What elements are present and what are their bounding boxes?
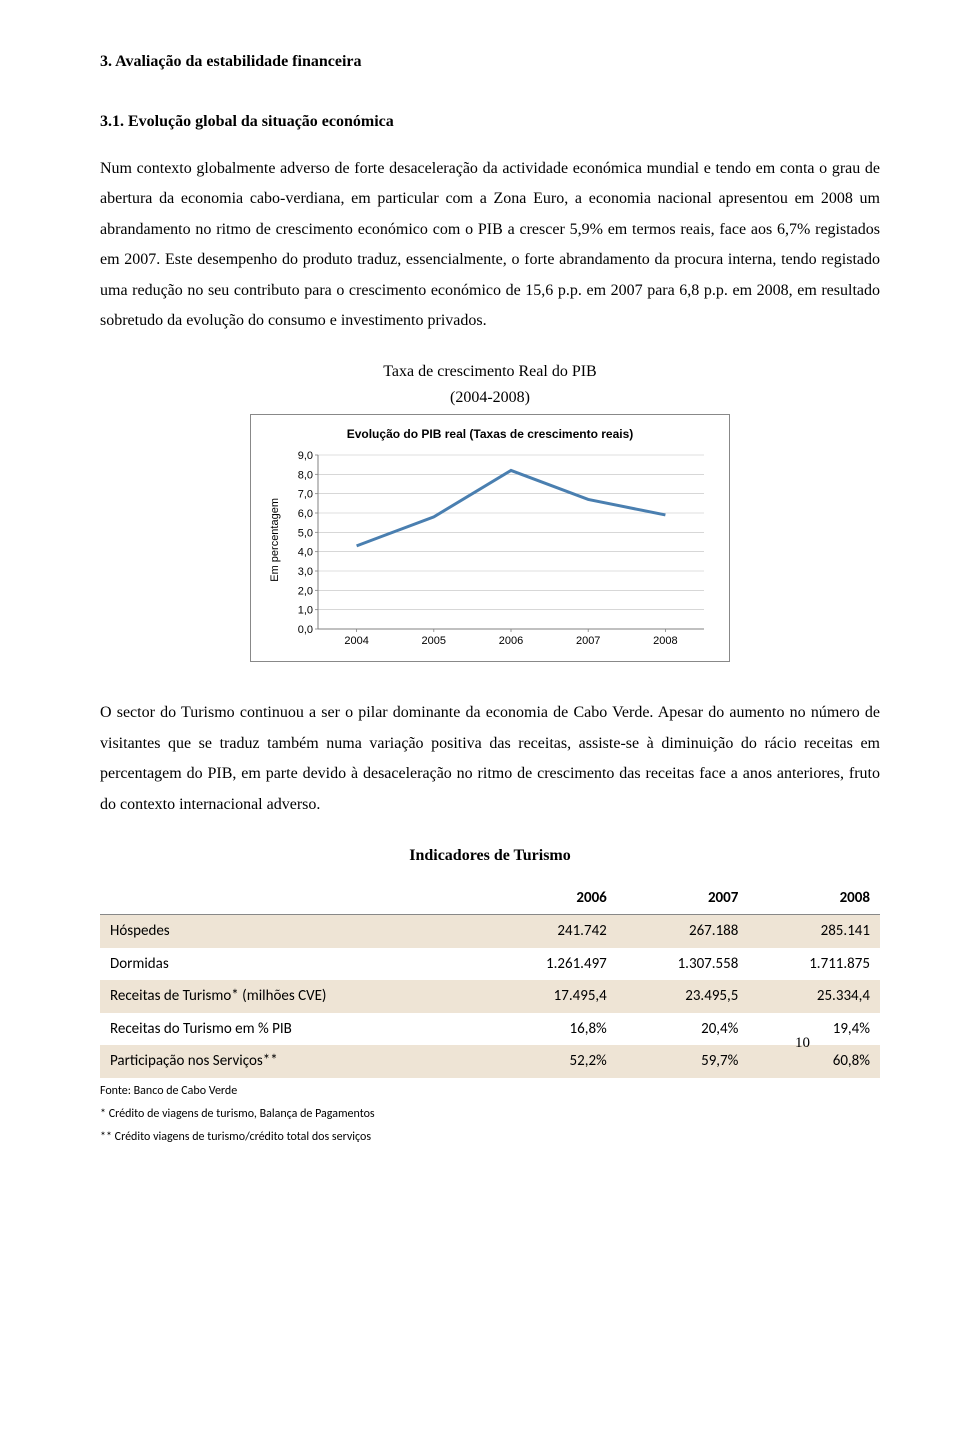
table-cell: 267.188 — [617, 915, 749, 948]
svg-text:3,0: 3,0 — [297, 566, 312, 578]
table-cell: 1.307.558 — [617, 948, 749, 981]
table-header-cell: 2006 — [485, 882, 617, 915]
table-row: Hóspedes241.742267.188285.141 — [100, 915, 880, 948]
svg-text:2006: 2006 — [498, 635, 522, 647]
table-header-cell: 2008 — [748, 882, 880, 915]
svg-text:2005: 2005 — [421, 635, 445, 647]
table-cell: 1.261.497 — [485, 948, 617, 981]
tourism-table: 200620072008 Hóspedes241.742267.188285.1… — [100, 882, 880, 1078]
table-cell: Receitas de Turismo* (milhões CVE) — [100, 980, 485, 1013]
svg-text:6,0: 6,0 — [297, 508, 312, 520]
subsection-heading: 3.1. Evolução global da situação económi… — [100, 110, 880, 134]
table-cell: 16,8% — [485, 1013, 617, 1046]
svg-text:8,0: 8,0 — [297, 470, 312, 482]
footnote: ** Crédito viagens de turismo/crédito to… — [100, 1128, 880, 1147]
svg-text:7,0: 7,0 — [297, 489, 312, 501]
page-number: 10 — [795, 1032, 810, 1055]
table-cell: Participação nos Serviços** — [100, 1045, 485, 1078]
svg-text:4,0: 4,0 — [297, 547, 312, 559]
table-title: Indicadores de Turismo — [100, 844, 880, 868]
footnote: Fonte: Banco de Cabo Verde — [100, 1082, 880, 1101]
paragraph-2: O sector do Turismo continuou a ser o pi… — [100, 698, 880, 820]
chart-title-line2: (2004-2008) — [100, 386, 880, 410]
table-cell: 20,4% — [617, 1013, 749, 1046]
table-row: Participação nos Serviços**52,2%59,7%60,… — [100, 1045, 880, 1078]
table-cell: 19,4% — [748, 1013, 880, 1046]
table-header-cell: 2007 — [617, 882, 749, 915]
svg-text:9,0: 9,0 — [297, 450, 312, 462]
chart-title-line1: Taxa de crescimento Real do PIB — [100, 360, 880, 384]
table-footnotes: Fonte: Banco de Cabo Verde * Crédito de v… — [100, 1082, 880, 1148]
line-chart: 0,0 1,0 2,0 3,0 4,0 5,0 6,0 7,0 8,0 9,0 2004 2005 20… — [284, 449, 714, 649]
svg-text:0,0: 0,0 — [297, 624, 312, 636]
table-cell: Receitas do Turismo em % PIB — [100, 1013, 485, 1046]
chart-legend: Evolução do PIB real (Taxas de crescimen… — [265, 425, 715, 443]
svg-text:1,0: 1,0 — [297, 605, 312, 617]
table-cell: Hóspedes — [100, 915, 485, 948]
chart-container: Evolução do PIB real (Taxas de crescimen… — [100, 414, 880, 662]
table-cell: 241.742 — [485, 915, 617, 948]
chart-box: Evolução do PIB real (Taxas de crescimen… — [250, 414, 730, 662]
paragraph-1: Num contexto globalmente adverso de fort… — [100, 154, 880, 336]
table-cell: 285.141 — [748, 915, 880, 948]
section-heading: 3. Avaliação da estabilidade financeira — [100, 50, 880, 74]
table-cell: 23.495,5 — [617, 980, 749, 1013]
table-cell: 60,8% — [748, 1045, 880, 1078]
table-row: Receitas de Turismo* (milhões CVE)17.495… — [100, 980, 880, 1013]
table-header-row: 200620072008 — [100, 882, 880, 915]
table-cell: 59,7% — [617, 1045, 749, 1078]
table-cell: 17.495,4 — [485, 980, 617, 1013]
table-cell: 25.334,4 — [748, 980, 880, 1013]
footnote: * Crédito de viagens de turismo, Balança… — [100, 1105, 880, 1124]
svg-text:2004: 2004 — [344, 635, 368, 647]
table-cell: Dormidas — [100, 948, 485, 981]
table-cell: 1.711.875 — [748, 948, 880, 981]
chart-ylabel: Em percentagem — [265, 498, 284, 582]
table-row: Dormidas1.261.4971.307.5581.711.875 — [100, 948, 880, 981]
svg-text:2008: 2008 — [653, 635, 677, 647]
table-header-cell — [100, 882, 485, 915]
table-cell: 52,2% — [485, 1045, 617, 1078]
table-row: Receitas do Turismo em % PIB16,8%20,4%19… — [100, 1013, 880, 1046]
svg-text:5,0: 5,0 — [297, 528, 312, 540]
table-body: Hóspedes241.742267.188285.141Dormidas1.2… — [100, 915, 880, 1078]
svg-text:2,0: 2,0 — [297, 586, 312, 598]
svg-text:2007: 2007 — [575, 635, 599, 647]
